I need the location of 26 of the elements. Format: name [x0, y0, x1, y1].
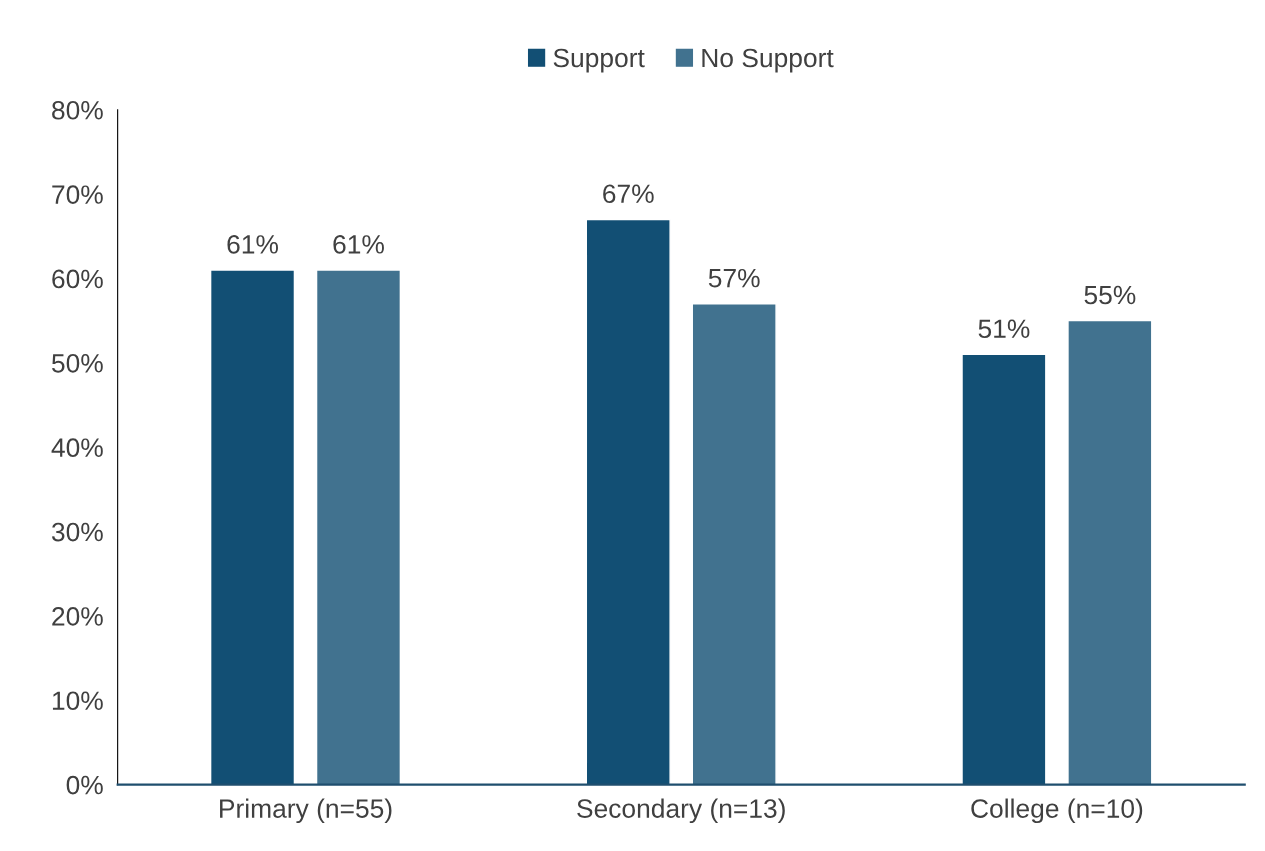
y-tick-label: 10%: [52, 691, 103, 711]
data-label: 57%: [708, 268, 760, 288]
bar: [1067, 319, 1153, 785]
bar: [315, 269, 402, 785]
y-tick-label: 50%: [52, 353, 103, 373]
legend-label: Support: [553, 48, 645, 73]
y-tick-label: 20%: [52, 607, 103, 626]
bar: [691, 303, 777, 785]
x-tick-label: Primary (n=55): [220, 798, 392, 824]
y-tick-label: 80%: [52, 100, 103, 120]
y-tick-label: 30%: [51, 522, 103, 542]
data-label: 67%: [603, 184, 654, 204]
y-tick-label: 60%: [52, 269, 103, 289]
x-tick-label: College (n=10): [971, 798, 1143, 824]
y-tick-label: 40%: [51, 438, 103, 458]
bar: [961, 353, 1047, 785]
y-tick-label: 0%: [66, 775, 103, 795]
data-label: 51%: [978, 319, 1030, 339]
legend-label: No Support: [702, 48, 834, 73]
data-label: 61%: [227, 235, 278, 254]
x-tick-label: Secondary (n=13): [577, 798, 785, 824]
data-label: 55%: [1084, 285, 1136, 305]
data-label: 61%: [333, 235, 384, 254]
bar: [585, 218, 671, 785]
bar: [209, 269, 296, 785]
y-tick-label: 70%: [52, 185, 103, 204]
